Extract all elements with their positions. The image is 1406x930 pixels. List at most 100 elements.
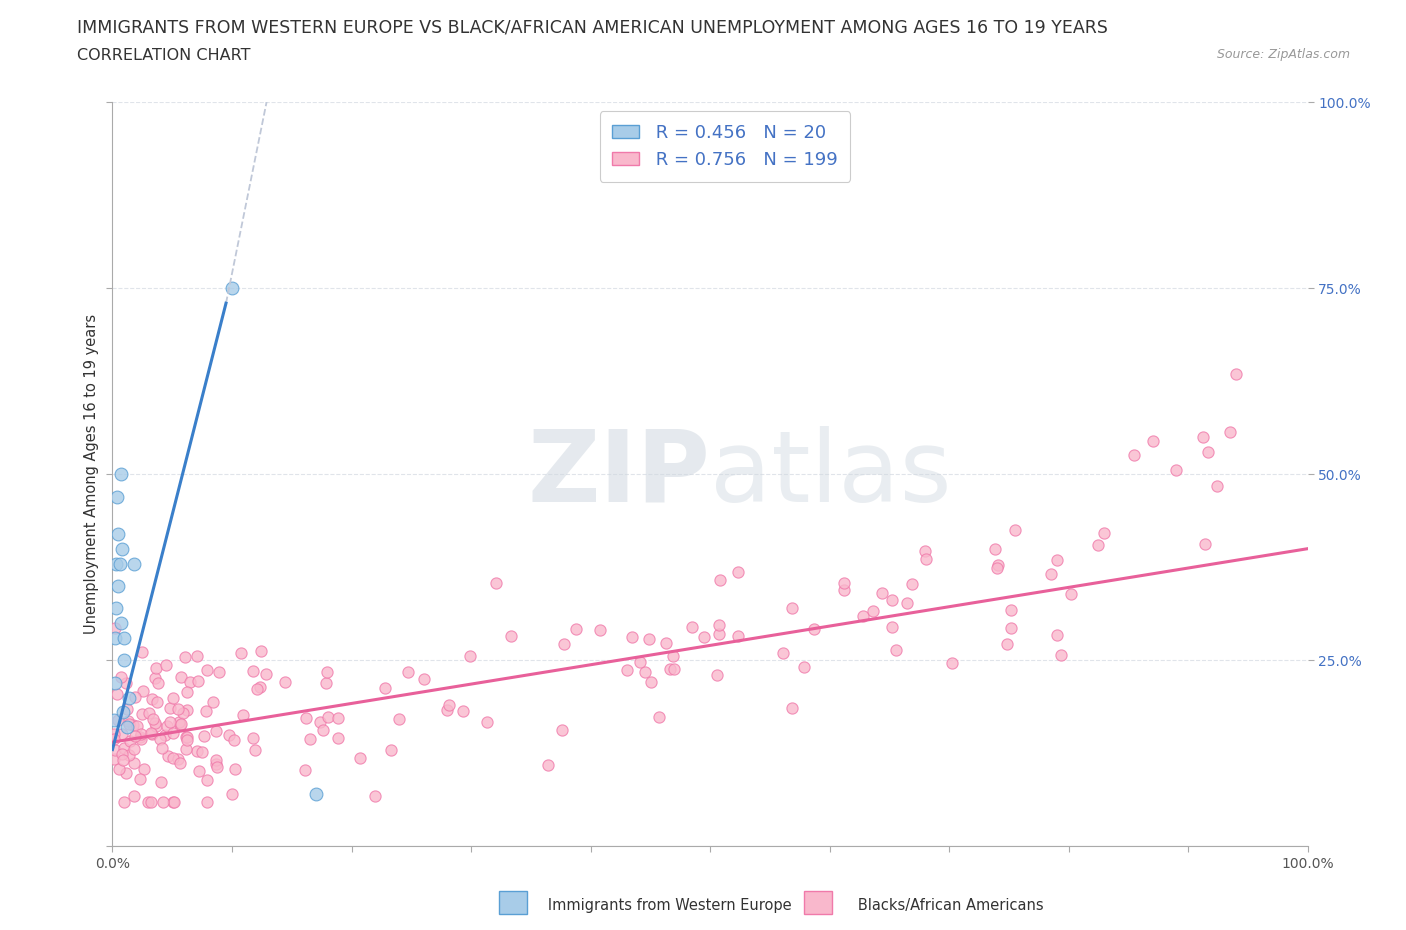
Point	[115, 675, 138, 690]
Point	[693, 629, 716, 644]
Point	[108, 556, 131, 571]
Point	[107, 526, 129, 541]
Point	[122, 718, 145, 733]
Point	[107, 578, 129, 593]
Point	[311, 723, 333, 737]
Point	[499, 629, 522, 644]
Point	[166, 751, 188, 766]
Point	[110, 616, 132, 631]
Point	[834, 583, 856, 598]
Point	[1092, 526, 1115, 541]
Point	[170, 670, 193, 684]
Point	[294, 711, 316, 725]
Point	[218, 728, 240, 743]
FancyBboxPatch shape	[804, 891, 832, 914]
Point	[882, 593, 904, 608]
Point	[174, 741, 197, 756]
Point	[396, 664, 419, 679]
Text: IMMIGRANTS FROM WESTERN EUROPE VS BLACK/AFRICAN AMERICAN UNEMPLOYMENT AMONG AGES: IMMIGRANTS FROM WESTERN EUROPE VS BLACK/…	[77, 19, 1108, 36]
Point	[103, 731, 125, 746]
Point	[983, 541, 1005, 556]
Point	[638, 631, 661, 646]
Point	[648, 709, 671, 724]
Point	[122, 741, 145, 756]
Point	[437, 698, 460, 712]
Y-axis label: Unemployment Among Ages 16 to 19 years: Unemployment Among Ages 16 to 19 years	[83, 314, 98, 634]
Point	[436, 703, 458, 718]
Point	[205, 752, 228, 767]
Point	[274, 675, 297, 690]
Point	[195, 703, 218, 718]
Point	[862, 604, 884, 619]
Point	[884, 643, 907, 658]
Point	[565, 622, 588, 637]
Point	[112, 705, 135, 720]
Point	[112, 740, 135, 755]
Point	[634, 665, 657, 680]
Point	[1219, 425, 1241, 440]
Point	[1039, 567, 1062, 582]
Point	[152, 794, 174, 809]
Point	[1194, 537, 1216, 551]
Point	[553, 636, 575, 651]
Point	[1123, 447, 1146, 462]
Point	[176, 702, 198, 717]
Point	[195, 794, 218, 809]
Point	[475, 714, 498, 729]
Point	[176, 733, 198, 748]
Point	[364, 789, 387, 804]
Point	[451, 704, 474, 719]
Point	[104, 620, 127, 635]
Point	[115, 702, 138, 717]
Point	[118, 690, 141, 705]
Point	[315, 675, 337, 690]
Point	[224, 733, 246, 748]
Point	[616, 662, 638, 677]
Point	[832, 576, 855, 591]
Point	[298, 732, 321, 747]
Point	[107, 712, 129, 727]
Point	[105, 686, 128, 701]
Point	[1191, 430, 1213, 445]
Point	[162, 794, 184, 809]
Point	[254, 667, 277, 682]
Point	[706, 667, 728, 682]
Point	[103, 712, 125, 727]
Point	[156, 749, 179, 764]
Point	[231, 645, 253, 660]
Point	[110, 467, 132, 482]
Point	[172, 706, 194, 721]
Point	[205, 760, 228, 775]
Point	[326, 711, 349, 726]
Point	[141, 691, 163, 706]
Point	[120, 734, 142, 749]
Point	[662, 661, 685, 676]
Point	[727, 629, 749, 644]
Point	[1000, 620, 1022, 635]
Point	[124, 728, 146, 743]
Point	[112, 753, 135, 768]
Point	[159, 714, 181, 729]
Point	[249, 680, 271, 695]
Point	[243, 743, 266, 758]
Point	[128, 772, 150, 787]
Point	[176, 684, 198, 699]
Point	[870, 586, 893, 601]
Point	[914, 544, 936, 559]
Point	[221, 787, 243, 802]
Point	[129, 729, 152, 744]
Text: ZIP: ZIP	[527, 426, 710, 523]
Point	[318, 710, 340, 724]
Point	[250, 644, 273, 658]
Legend:  R = 0.456   N = 20,  R = 0.756   N = 199: R = 0.456 N = 20, R = 0.756 N = 199	[599, 112, 851, 181]
Point	[155, 658, 177, 672]
Point	[1060, 587, 1083, 602]
Point	[111, 726, 134, 741]
Point	[1000, 603, 1022, 618]
Point	[145, 719, 167, 734]
Point	[388, 712, 411, 727]
Point	[915, 551, 938, 566]
Point	[104, 631, 127, 645]
Point	[146, 675, 169, 690]
Point	[803, 622, 825, 637]
